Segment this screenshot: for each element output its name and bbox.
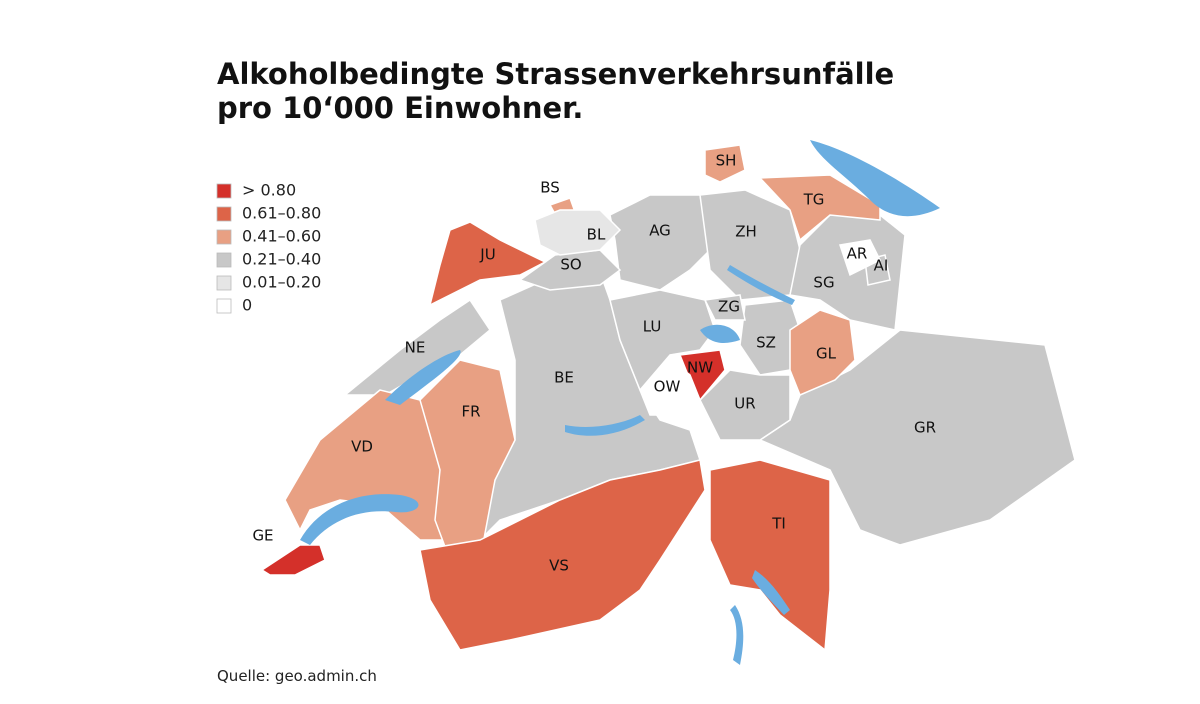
- canton-label: BS: [540, 179, 560, 197]
- canton-label: TI: [771, 515, 786, 533]
- canton: [518, 249, 622, 291]
- canton-label: AR: [847, 245, 868, 263]
- legend-swatch: [216, 206, 232, 222]
- canton: [709, 459, 831, 652]
- canton-label: TG: [803, 191, 825, 209]
- canton: [839, 239, 882, 277]
- canton: [789, 309, 856, 396]
- legend-swatch: [216, 252, 232, 268]
- lake: [565, 415, 645, 436]
- title-line: Alkoholbedingte Strassenverkehrsunfälle: [217, 57, 894, 91]
- canton-label: SG: [813, 274, 834, 292]
- canton-label: GL: [816, 345, 837, 363]
- canton-label: ZG: [718, 298, 740, 316]
- canton-label: GR: [914, 419, 936, 437]
- canton: [534, 209, 622, 256]
- canton: [758, 174, 881, 242]
- legend-label: 0: [242, 296, 252, 315]
- canton-label: UR: [734, 395, 755, 413]
- canton: [609, 194, 711, 291]
- title-line: pro 10‘000 Einwohner.: [217, 91, 583, 125]
- canton-label: SZ: [756, 334, 776, 352]
- canton: [419, 359, 516, 561]
- canton-label: GE: [252, 527, 273, 545]
- legend-swatch: [216, 229, 232, 245]
- canton-label: OW: [654, 378, 681, 396]
- canton-label: BL: [587, 226, 606, 244]
- canton: [260, 544, 326, 576]
- canton-label: NE: [405, 339, 426, 357]
- canton: [703, 294, 746, 321]
- legend-label: > 0.80: [242, 181, 296, 200]
- canton-label: VD: [351, 438, 373, 456]
- canton-label: AI: [874, 257, 889, 275]
- lake: [300, 494, 419, 545]
- canton-label: ZH: [735, 223, 757, 241]
- legend: > 0.80 0.61–0.80 0.41–0.60 0.21–0.40 0.01–0.…: [216, 181, 321, 315]
- canton-label: JU: [479, 246, 495, 264]
- canton: [609, 289, 716, 392]
- canton: [342, 298, 491, 396]
- lake: [810, 140, 940, 217]
- canton: [639, 359, 701, 416]
- canton-label: AG: [649, 222, 671, 240]
- legend-swatch: [216, 275, 232, 291]
- canton-label: NW: [687, 359, 713, 377]
- canton: [419, 459, 706, 651]
- canton: [699, 369, 791, 441]
- lake: [385, 350, 461, 405]
- lake: [730, 570, 790, 665]
- legend-label: 0.61–0.80: [242, 204, 321, 223]
- canton: [428, 221, 547, 307]
- lakes: [300, 140, 940, 665]
- canton: [704, 144, 746, 183]
- lake: [700, 324, 740, 343]
- legend-label: 0.21–0.40: [242, 250, 321, 269]
- legend-label: 0.01–0.20: [242, 273, 321, 292]
- canton-label: LU: [643, 318, 662, 336]
- source: Quelle: geo.admin.ch: [217, 667, 377, 685]
- canton-label: SO: [560, 256, 581, 274]
- canton-label: VS: [549, 557, 569, 575]
- canton-label: BE: [554, 369, 574, 387]
- legend-label: 0.41–0.60: [242, 227, 321, 246]
- cantons: BE GR AG ZH SG LU SZ ZG UR SO NE AI VD FR SH TG GL BS JU VS…: [252, 144, 1076, 652]
- canton-label: FR: [461, 403, 480, 421]
- legend-swatch: [216, 298, 232, 314]
- canton-label: SH: [716, 152, 737, 170]
- lake: [727, 265, 795, 305]
- legend-swatch: [216, 183, 232, 199]
